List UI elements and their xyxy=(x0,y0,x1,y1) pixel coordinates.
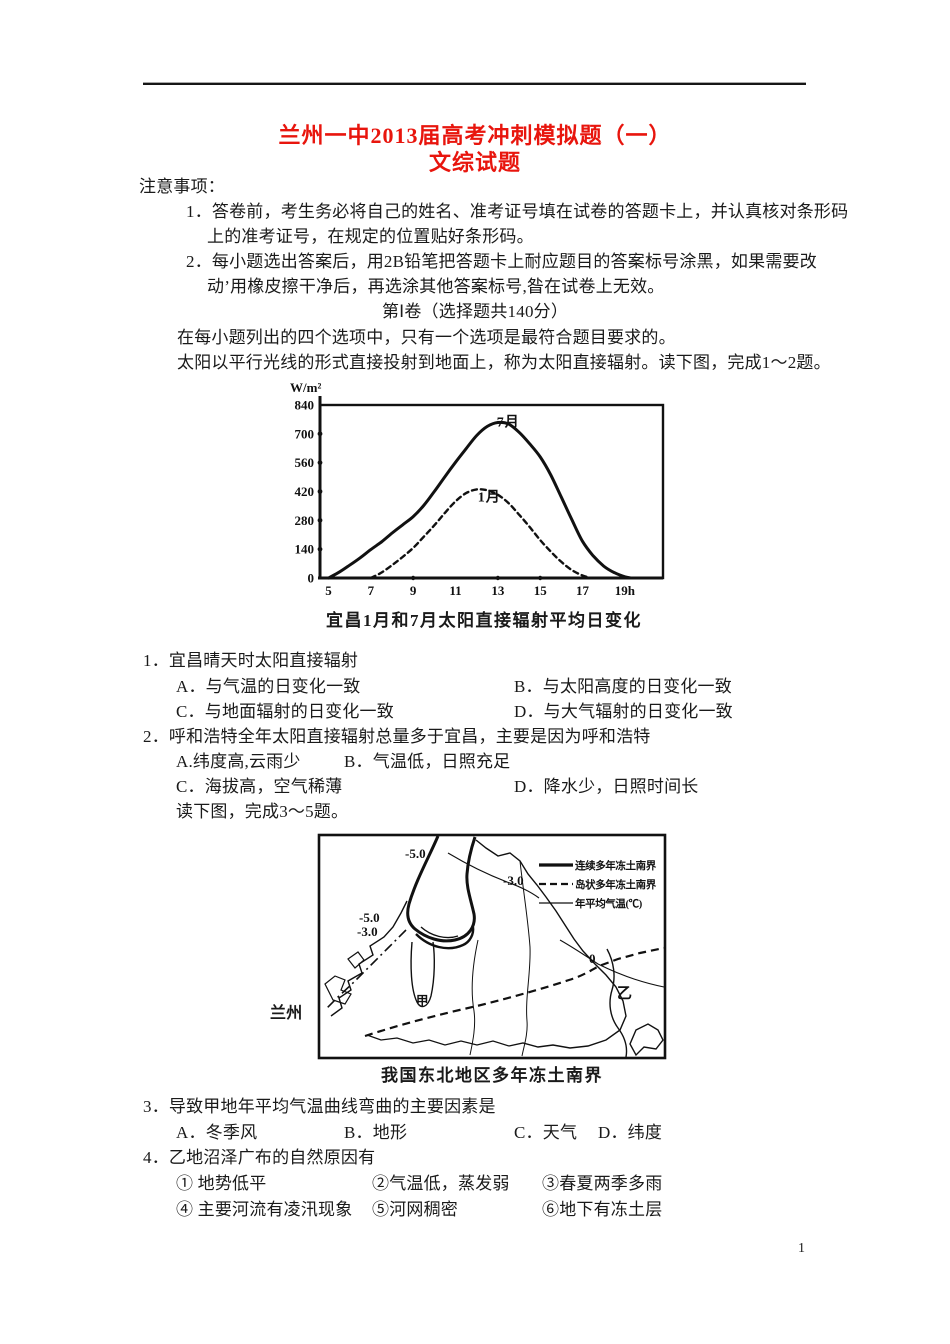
chart-y-tick-dot xyxy=(317,546,323,552)
chart-series-label-1月: 1月 xyxy=(478,489,501,505)
chart-x-tick-label: 17 xyxy=(576,583,590,598)
notice-1-line-2: 上的准考证号，在规定的位置贴好条形码。 xyxy=(207,227,534,246)
notice-2-line-2: 动’用橡皮擦干净后，再选涂其他答案标号,昝在试卷上无效。 xyxy=(207,277,665,296)
chart-y-tick-label: 840 xyxy=(295,398,315,413)
island-permafrost-line-south xyxy=(364,946,665,1038)
question-1-stem: 1．宜昌晴天时太阳直接辐射 xyxy=(143,651,359,670)
chart-x-tick-label: 9 xyxy=(410,583,417,598)
question-3-option-c: C．天气 xyxy=(514,1123,578,1142)
map-caption: 我国东北地区多年冻土南界 xyxy=(381,1066,603,1085)
region-label-b: 乙 xyxy=(617,986,632,1002)
isotherm-label-left-2: -3.0 xyxy=(357,924,378,939)
isotherm-label-top: -5.0 xyxy=(405,846,426,861)
chart-y-tick-dot xyxy=(317,431,323,437)
notice-2-line-1: 2．每小题选出答案后，用2B铅笔把答题卡上耐应题目的答案标号涂黑，如果需要改 xyxy=(186,252,817,271)
legend-label-isotherm: 年平均气温(℃) xyxy=(575,897,643,910)
chart-y-tick-label: 0 xyxy=(308,571,315,586)
question-4-option-5: ⑤河网稠密 xyxy=(372,1200,458,1219)
notices-heading: 注意事项： xyxy=(139,177,225,196)
question-3-option-a: A．冬季风 xyxy=(176,1123,258,1142)
header-rule xyxy=(143,82,806,85)
chart-y-tick-dot xyxy=(317,489,323,494)
map-outline-south xyxy=(366,1034,510,1047)
chart-y-tick-label: 280 xyxy=(295,513,315,528)
question-1-option-a: A．与气温的日变化一致 xyxy=(176,677,361,696)
question-4-option-6: ⑥地下有冻土层 xyxy=(542,1200,663,1219)
question-2-option-b: B．气温低，日照充足 xyxy=(344,752,511,771)
question-1-option-c: C．与地面辐射的日变化一致 xyxy=(176,702,394,721)
chart-x-tick-label: 5 xyxy=(325,583,332,598)
question-3-stem: 3．导致甲地年平均气温曲线弯曲的主要因素是 xyxy=(143,1097,496,1116)
province-boundary-2 xyxy=(519,860,531,1057)
map-intro: 读下图，完成3～5题。 xyxy=(176,802,349,821)
question-2-option-c: C．海拔高，空气稀薄 xyxy=(176,777,343,796)
chart-series-1月 xyxy=(369,488,593,580)
map-frame xyxy=(317,833,667,1060)
isotherm-label-left-1: -5.0 xyxy=(359,910,380,925)
page-subtitle: 文综试题 xyxy=(428,150,521,175)
notice-1-line-1: 1．答卷前，考生务必将自己的姓名、准考证号填在试卷的答题卡上，并认真核对条形码 xyxy=(186,202,849,221)
province-boundary-1 xyxy=(469,939,479,1056)
east-coast-line xyxy=(606,948,628,1058)
isotherm-label-zero: 0 xyxy=(589,951,596,966)
question-1-option-b: B．与太阳高度的日变化一致 xyxy=(514,677,732,696)
region-a-channel xyxy=(410,941,436,1008)
question-4-option-2: ②气温低，蒸发弱 xyxy=(372,1174,510,1193)
chart-x-tick-dot xyxy=(537,575,543,581)
island-permafrost-line-nw xyxy=(325,929,407,1010)
permafrost-inner-band xyxy=(415,926,475,950)
legend-label-island: 岛状多年冻土南界 xyxy=(575,878,657,891)
map-legend: 连续多年冻土南界 岛状多年冻土南界 年平均气温(℃) xyxy=(539,859,657,910)
section-instruction: 在每小题列出的四个选项中，只有一个选项是最符合题目要求的。 xyxy=(177,328,676,347)
chart-y-tick-label: 560 xyxy=(295,455,315,470)
region-label-a: 甲 xyxy=(416,994,429,1008)
page-title: 兰州一中2013届高考冲刺模拟题（一） xyxy=(278,123,672,148)
chart-caption: 宜昌1月和7月太阳直接辐射平均日变化 xyxy=(326,611,642,630)
chart-y-tick-dot xyxy=(317,517,323,523)
radiation-chart-svg: W/m² 840 700 560 420 280 140 05 7 9 11 13 15 17 19h 7月 1… xyxy=(290,380,665,598)
question-2-option-d: D．降水少，日照时间长 xyxy=(514,777,699,796)
isotherm-minus3-line xyxy=(447,852,540,899)
section-heading: 第Ⅰ卷（选择题共140分） xyxy=(381,302,569,321)
lake-shape-2 xyxy=(347,951,365,969)
chart-y-tick-dot xyxy=(317,460,323,466)
isotherm-label-right: -3.0 xyxy=(503,873,524,888)
chart-x-tick-label: 13 xyxy=(491,583,505,598)
lake-shape-1 xyxy=(324,975,352,1005)
continuous-permafrost-line xyxy=(406,835,477,943)
chart-x-tick-dot xyxy=(410,575,416,581)
legend-label-continuous: 连续多年冻土南界 xyxy=(575,859,657,872)
chart-intro: 太阳以平行光线的形式直接投射到地面上，称为太阳直接辐射。读下图，完成1～2题。 xyxy=(177,353,831,372)
question-2-stem: 2．呼和浩特全年太阳直接辐射总量多于宜昌，主要是因为呼和浩特 xyxy=(143,727,651,746)
chart-y-tick-label: 700 xyxy=(295,426,315,441)
chart-x-tick-label: 19h xyxy=(615,583,636,598)
question-4-stem: 4．乙地沼泽广布的自然原因有 xyxy=(143,1148,376,1167)
question-4-option-3: ③春夏两季多雨 xyxy=(542,1174,663,1193)
question-3-option-b: B．地形 xyxy=(344,1123,408,1142)
chart-y-tick-label: 140 xyxy=(295,542,315,557)
chart-x-tick-dot xyxy=(495,575,501,581)
chart-y-tick-label: 420 xyxy=(295,484,315,499)
city-label-lanzhou: 兰州 xyxy=(270,1005,303,1022)
question-3-option-d: D．纬度 xyxy=(598,1123,663,1142)
question-4-option-4: ④ 主要河流有凌汛现象 xyxy=(176,1200,353,1219)
chart-x-tick-label: 11 xyxy=(449,583,461,598)
chart-y-axis-unit: W/m² xyxy=(290,380,321,395)
page-number: 1 xyxy=(798,1241,805,1256)
island-shape xyxy=(629,1023,664,1057)
chart-series-7月 xyxy=(327,420,633,580)
chart-series-label-7月: 7月 xyxy=(497,415,520,431)
isotherm-zero-line xyxy=(559,939,665,988)
question-2-option-a: A.纬度高,云雨少 xyxy=(176,752,301,771)
chart-x-tick-label: 15 xyxy=(534,583,548,598)
question-4-option-1: ① 地势低平 xyxy=(176,1174,267,1193)
chart-x-tick-label: 7 xyxy=(368,583,375,598)
permafrost-map-svg: -5.0 -3.0 -5.0 -3.0 0 甲 乙 连续多年冻土南界 岛状多年冻… xyxy=(317,833,667,1060)
permafrost-inner-band-2 xyxy=(420,926,459,939)
question-1-option-d: D．与大气辐射的日变化一致 xyxy=(514,702,733,721)
